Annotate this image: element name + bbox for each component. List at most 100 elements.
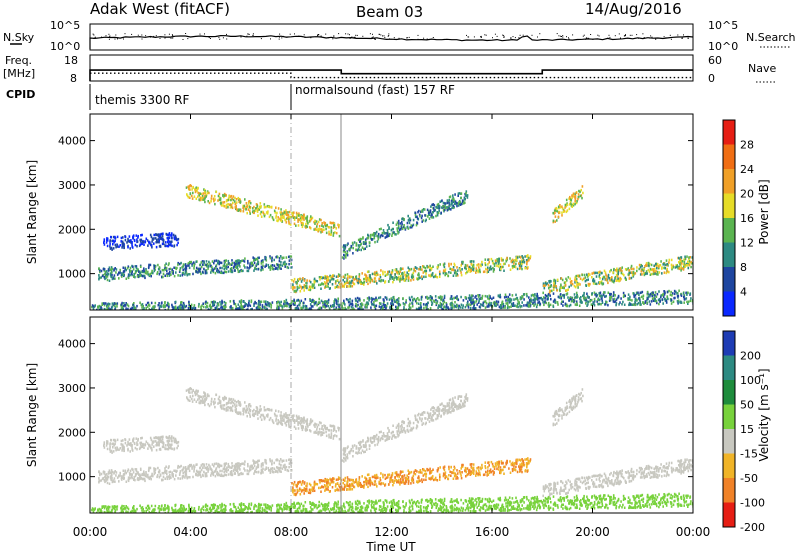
power-cell — [199, 196, 202, 199]
power-cell — [229, 263, 231, 266]
power-cell — [536, 303, 539, 306]
power-cell — [217, 260, 219, 264]
velocity-cell — [191, 400, 194, 403]
power-cell — [500, 306, 502, 309]
power-cell — [543, 284, 546, 287]
power-cell — [161, 275, 163, 279]
power-cell — [631, 274, 634, 277]
colorbar-tick-label: 24 — [740, 163, 754, 176]
power-cell — [387, 270, 389, 274]
power-cell — [164, 264, 166, 267]
power-cell — [390, 297, 393, 300]
power-cell — [248, 205, 251, 209]
power-cell — [683, 260, 686, 264]
power-cell — [444, 268, 447, 271]
noise-dot — [637, 37, 639, 39]
power-cell — [136, 311, 138, 314]
power-cell — [403, 306, 405, 309]
power-cell — [460, 202, 463, 206]
power-cell — [128, 269, 131, 272]
power-cell — [576, 294, 578, 297]
power-cell — [352, 243, 354, 246]
power-cell — [326, 300, 328, 303]
power-cell — [559, 293, 562, 296]
power-cell — [175, 313, 177, 316]
power-cell — [461, 260, 463, 264]
noise-dot — [417, 38, 419, 40]
power-cell — [580, 301, 583, 304]
velocity-cell — [324, 424, 327, 428]
power-cell — [591, 292, 593, 295]
power-cell — [365, 276, 367, 280]
power-cell — [521, 301, 523, 304]
power-cell — [246, 211, 248, 215]
power-cell — [180, 261, 182, 265]
power-cell — [654, 291, 657, 294]
velocity-cell — [231, 400, 233, 403]
power-cell — [409, 226, 412, 229]
velocity-cell — [227, 406, 229, 409]
noise-dot — [558, 35, 560, 37]
power-cell — [350, 308, 352, 310]
power-cell — [99, 270, 101, 274]
power-cell — [134, 243, 137, 247]
power-cell — [220, 271, 222, 274]
noise-dot — [631, 34, 633, 36]
power-cell — [133, 238, 136, 242]
power-cell — [451, 201, 454, 204]
power-cell — [330, 305, 333, 308]
velocity-cell — [247, 411, 250, 414]
power-cell — [456, 201, 458, 205]
power-cell — [165, 310, 167, 313]
power-cell — [123, 270, 126, 273]
power-cell — [248, 299, 250, 303]
power-cell — [577, 197, 579, 201]
power-cell — [320, 218, 322, 222]
power-cell — [132, 236, 134, 240]
power-cell — [192, 191, 194, 195]
velocity-cell — [218, 395, 221, 399]
power-cell — [472, 265, 474, 268]
power-cell — [558, 211, 560, 215]
noise-dot — [246, 35, 248, 37]
power-cell — [347, 306, 349, 309]
ytick-label: 2000 — [58, 223, 86, 236]
power-cell — [361, 246, 364, 249]
noise-dot — [592, 38, 594, 40]
power-cell — [312, 305, 314, 308]
velocity-cell — [332, 434, 335, 438]
power-cell — [353, 278, 355, 281]
power-cell — [367, 302, 370, 306]
power-cell — [642, 294, 645, 297]
power-cell — [334, 308, 337, 310]
power-cell — [468, 268, 470, 271]
power-cell — [234, 206, 237, 209]
power-cell — [171, 303, 173, 307]
power-cell — [224, 308, 226, 310]
power-cell — [144, 276, 146, 280]
power-cell — [302, 286, 304, 289]
power-cell — [484, 262, 486, 265]
power-cell — [607, 303, 609, 307]
power-cell — [150, 271, 153, 275]
power-cell — [571, 205, 573, 208]
power-cell — [275, 206, 277, 209]
power-cell — [597, 271, 600, 274]
colorbar-tick-label: 16 — [740, 212, 754, 225]
power-cell — [437, 264, 439, 267]
power-cell — [261, 259, 263, 263]
power-cell — [454, 264, 456, 267]
velocity-cell — [297, 427, 300, 430]
power-cell — [203, 267, 205, 271]
power-cell — [519, 304, 521, 307]
power-cell — [512, 302, 515, 305]
power-cell — [331, 283, 334, 286]
power-cell — [593, 280, 595, 283]
power-cell — [180, 301, 183, 304]
power-cell — [666, 296, 668, 299]
power-cell — [585, 302, 587, 305]
power-cell — [217, 307, 219, 310]
power-cell — [376, 282, 378, 285]
noise-dot — [226, 38, 228, 40]
velocity-cell — [257, 410, 259, 414]
